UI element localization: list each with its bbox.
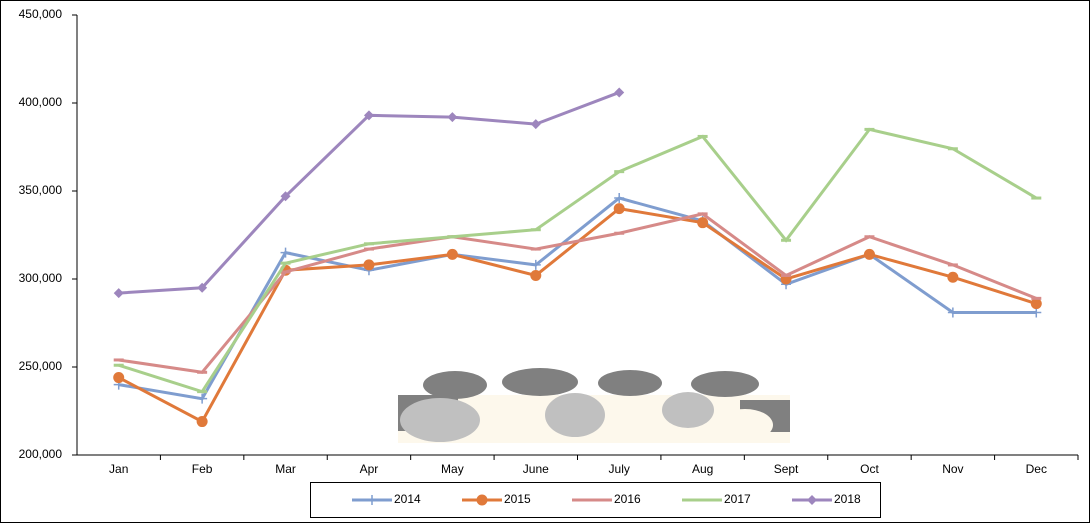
x-tick-label: Apr — [360, 462, 379, 476]
data-point — [1030, 298, 1042, 310]
data-point — [947, 307, 958, 318]
data-point — [363, 110, 374, 121]
legend-label: 2015 — [504, 492, 531, 506]
series-line — [118, 212, 1037, 374]
y-tick-label: 400,000 — [19, 95, 63, 109]
x-tick-label: Aug — [692, 462, 713, 476]
data-point — [863, 248, 875, 260]
data-point — [614, 87, 625, 98]
data-point — [280, 247, 291, 258]
data-point — [196, 416, 208, 428]
data-point — [530, 119, 541, 130]
data-point — [947, 271, 959, 283]
x-tick-label: June — [523, 462, 549, 476]
data-point — [613, 203, 625, 215]
legend-marker — [476, 494, 488, 506]
legend-marker — [367, 495, 377, 505]
x-tick-label: Mar — [275, 462, 296, 476]
x-tick-label: May — [441, 462, 464, 476]
data-point — [530, 269, 542, 281]
legend-marker — [807, 495, 817, 505]
data-point — [197, 393, 208, 404]
y-tick-label: 250,000 — [19, 359, 63, 373]
legend-label: 2018 — [834, 492, 861, 506]
y-tick-label: 450,000 — [19, 7, 63, 21]
x-tick-label: Sept — [774, 462, 799, 476]
legend-label: 2014 — [394, 492, 421, 506]
data-point — [697, 217, 709, 229]
x-tick-label: Jan — [109, 462, 128, 476]
series-line — [118, 196, 1037, 401]
data-point — [113, 372, 125, 384]
x-tick-label: Dec — [1026, 462, 1047, 476]
y-tick-label: 350,000 — [19, 183, 63, 197]
data-point — [363, 259, 375, 271]
data-point — [113, 288, 124, 299]
x-tick-label: Nov — [942, 462, 963, 476]
x-tick-label: July — [609, 462, 630, 476]
legend-label: 2017 — [724, 492, 751, 506]
series-line — [118, 127, 1038, 394]
x-tick-label: Oct — [860, 462, 879, 476]
data-point — [280, 191, 291, 202]
y-tick-label: 300,000 — [19, 271, 63, 285]
legend-label: 2016 — [614, 492, 641, 506]
picture — [398, 368, 790, 443]
x-tick-label: Feb — [192, 462, 213, 476]
data-point — [530, 259, 541, 270]
y-tick-label: 200,000 — [19, 447, 63, 461]
data-point — [197, 282, 208, 293]
data-point — [614, 193, 625, 204]
data-point — [447, 112, 458, 123]
data-point — [446, 248, 458, 260]
